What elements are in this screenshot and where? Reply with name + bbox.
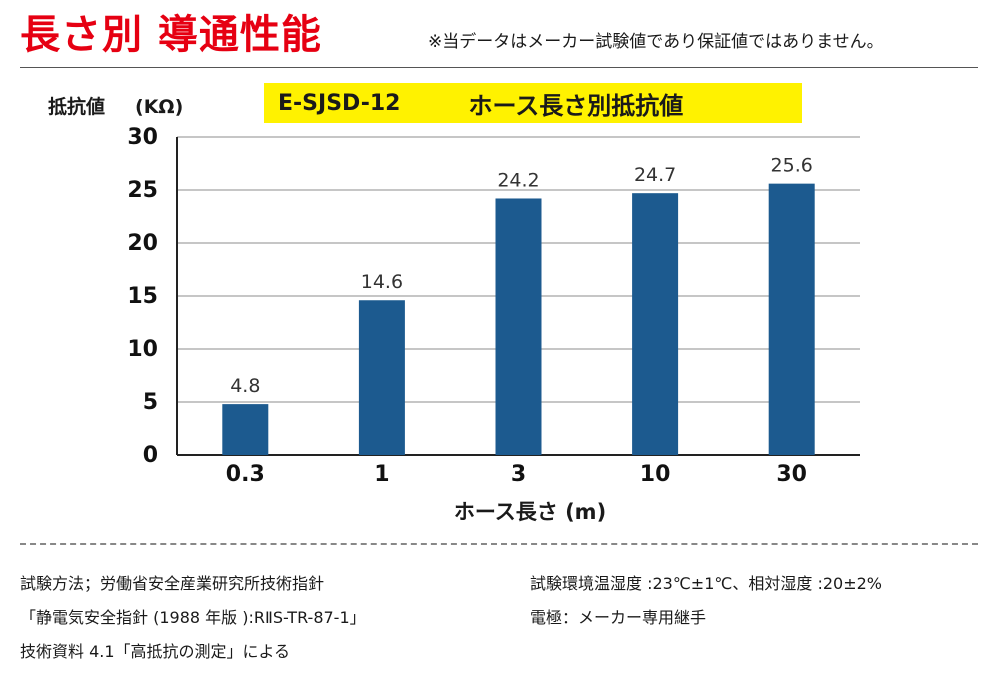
chart-banner: E-SJSD-12 ホース長さ別抵抗値 [264,83,802,123]
header-divider [20,67,978,68]
y-axis-label: 抵抗値 (KΩ) [48,92,183,119]
x-tick-label: 1 [374,462,389,487]
x-tick-label: 10 [640,462,671,487]
y-tick-label: 0 [143,443,158,468]
y-tick-label: 30 [127,125,158,150]
y-axis-title: 抵抗値 [48,96,106,118]
x-tick-label: 3 [511,462,526,487]
page-title: 長さ別 導通性能 [20,12,322,58]
y-tick-label: 25 [127,178,158,203]
x-tick-label: 0.3 [226,462,265,487]
bar-10 [632,193,679,455]
disclaimer-note: ※当データはメーカー試験値であり保証値ではありません。 [428,32,884,52]
test-method-line-2: 「静電気安全指針 (1988 年版 ):RⅡS-TR-87-1」 [20,608,366,627]
y-tick-label: 5 [143,390,158,415]
test-environment: 試験環境温湿度 :23℃±1℃、相対湿度 :20±2% [530,574,882,593]
data-label: 24.7 [634,164,676,186]
x-tick-label: 30 [776,462,807,487]
bar-3 [495,198,542,456]
y-tick-label: 10 [127,337,158,362]
bar-1 [358,300,405,455]
data-label: 25.6 [771,155,813,177]
data-label: 24.2 [497,169,539,191]
test-method-line-3: 技術資料 4.1「高抵抗の測定」による [20,642,291,661]
chart-subtitle: ホース長さ別抵抗値 [468,91,684,120]
data-label: 14.6 [361,271,403,293]
data-label: 4.8 [230,375,260,397]
bar-30 [768,183,815,455]
bar-0.3 [222,404,269,455]
x-axis-title: ホース長さ (m) [453,500,607,524]
y-axis-unit: (KΩ) [135,96,184,118]
y-tick-label: 20 [127,231,158,256]
test-method-line-1: 試験方法；労働省安全産業研究所技術指針 [20,574,325,593]
section-divider [20,543,978,545]
y-tick-label: 15 [127,284,158,309]
model-name: E-SJSD-12 [278,90,401,116]
electrode-note: 電極：メーカー専用継手 [530,608,707,627]
